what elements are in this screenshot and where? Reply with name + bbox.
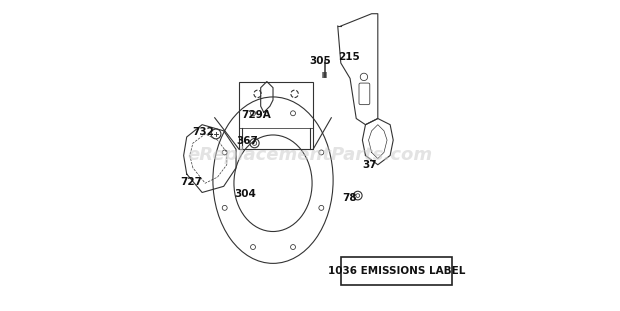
Text: 304: 304 [234, 189, 256, 199]
Text: 1036 EMISSIONS LABEL: 1036 EMISSIONS LABEL [327, 266, 465, 276]
Text: 367: 367 [236, 136, 258, 146]
Text: 37: 37 [363, 160, 378, 170]
Text: 732: 732 [193, 128, 215, 137]
Text: 727: 727 [180, 177, 202, 187]
Text: 215: 215 [339, 52, 360, 62]
Text: 729A: 729A [241, 110, 271, 120]
FancyBboxPatch shape [341, 257, 452, 285]
Text: eReplacementParts.com: eReplacementParts.com [187, 146, 433, 165]
Text: 305: 305 [309, 57, 331, 67]
Text: 78: 78 [342, 193, 356, 203]
